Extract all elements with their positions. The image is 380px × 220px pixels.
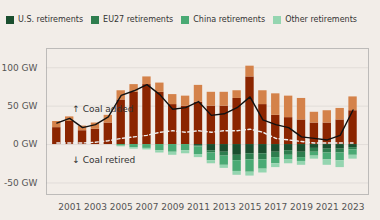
html-text:EU27 retirements: EU27 retirements [103,15,174,24]
svg-text:2011: 2011 [187,202,210,212]
svg-text:2001: 2001 [58,202,81,212]
svg-text:↓ Coal retired: ↓ Coal retired [72,155,135,165]
svg-text:2017: 2017 [264,202,287,212]
html-text:China retirements: China retirements [193,15,266,24]
svg-text:0 GW: 0 GW [13,139,38,149]
svg-text:-50 GW: -50 GW [4,178,38,188]
svg-text:2023: 2023 [342,202,365,212]
svg-text:50 GW: 50 GW [7,101,37,111]
html-text:Other retirements: Other retirements [285,15,357,24]
svg-text:100 GW: 100 GW [2,63,38,73]
html-text:U.S. retirements: U.S. retirements [18,15,84,24]
svg-text:2007: 2007 [136,202,159,212]
svg-text:2015: 2015 [239,202,262,212]
svg-text:2021: 2021 [316,202,339,212]
svg-text:2013: 2013 [213,202,236,212]
svg-text:2019: 2019 [290,202,313,212]
svg-text:2009: 2009 [161,202,184,212]
svg-text:2003: 2003 [84,202,107,212]
svg-text:↑ Coal added: ↑ Coal added [72,104,133,114]
svg-text:2005: 2005 [110,202,133,212]
